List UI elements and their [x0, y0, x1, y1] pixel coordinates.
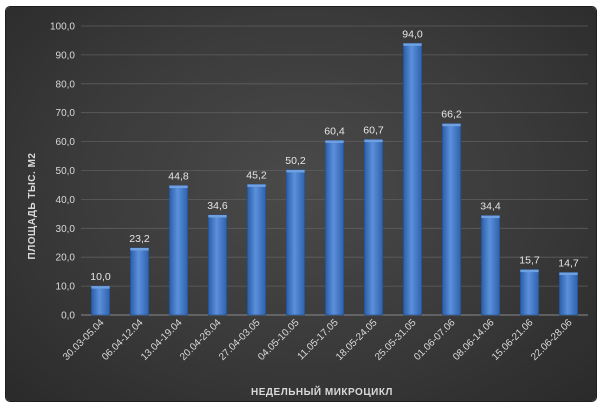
- x-tick-label: 22.06-28.06: [529, 317, 575, 363]
- bar-cap: [481, 215, 500, 219]
- bar: [442, 123, 461, 316]
- data-label: 34,6: [207, 200, 228, 212]
- bar: [325, 140, 344, 316]
- data-label: 50,2: [285, 155, 306, 167]
- bar-cap: [520, 269, 539, 273]
- x-axis-title: НЕДЕЛЬНЫЙ МИКРОЦИКЛ: [251, 385, 393, 398]
- y-tick-label: 60,0: [56, 137, 76, 148]
- bar-chart: 0,0 10,0 20,0 30,0 40,0 50,0 60,0 70,0 80,0 90,0 1…: [27, 22, 588, 398]
- bar: [403, 43, 422, 316]
- y-tick-label: 30,0: [56, 224, 76, 235]
- data-label: 10,0: [90, 271, 111, 283]
- bar: [481, 215, 500, 316]
- bar-cap: [403, 43, 422, 46]
- y-tick-label: 50,0: [56, 166, 76, 177]
- data-label: 66,2: [441, 109, 462, 121]
- bar: [130, 247, 149, 316]
- y-tick-label: 40,0: [56, 195, 76, 206]
- bar-cap: [247, 184, 266, 187]
- bar: [559, 272, 578, 316]
- x-axis-ticks: 30.03-05.0406.04-12.0413.04-19.0420.04-2…: [61, 317, 575, 363]
- y-tick-label: 80,0: [56, 79, 76, 90]
- bar-cap: [130, 247, 149, 251]
- bar: [364, 139, 383, 316]
- bar-cap: [325, 140, 344, 143]
- data-label: 23,2: [129, 233, 150, 245]
- data-label: 60,7: [363, 125, 384, 137]
- bar: [208, 214, 227, 316]
- data-label: 15,7: [519, 255, 540, 267]
- bar: [91, 285, 110, 316]
- bar-cap: [208, 215, 227, 218]
- y-tick-label: 90,0: [56, 50, 76, 61]
- chart-frame: 0,0 10,0 20,0 30,0 40,0 50,0 60,0 70,0 80,0 90,0 1…: [6, 7, 596, 401]
- y-tick-label: 20,0: [56, 253, 76, 264]
- bar: [247, 184, 266, 316]
- y-tick-label: 100,0: [50, 22, 75, 33]
- data-label: 44,8: [168, 171, 189, 183]
- bar-cap: [364, 139, 383, 143]
- bar: [286, 169, 305, 316]
- data-label: 14,7: [558, 258, 579, 270]
- data-label: 34,4: [480, 201, 501, 213]
- x-tick-label: 04.05-10.05: [256, 317, 302, 363]
- y-tick-label: 10,0: [56, 282, 76, 293]
- bars: [91, 43, 578, 316]
- y-axis-ticks: 0,0 10,0 20,0 30,0 40,0 50,0 60,0 70,0 80,0 90,0 1…: [50, 22, 75, 322]
- bar-cap: [286, 169, 305, 173]
- y-tick-label: 0,0: [61, 311, 75, 322]
- bar: [520, 269, 539, 316]
- bar: [169, 185, 188, 316]
- data-label: 94,0: [402, 28, 423, 40]
- bar-cap: [91, 286, 110, 289]
- data-label: 60,4: [324, 125, 345, 137]
- bar-cap: [169, 185, 188, 189]
- y-axis-title: ПЛОЩАДЬ ТЫС. М2: [27, 153, 38, 260]
- data-labels: 10,0 23,2 44,8 34,6 45,2 50,2 60,4 60,7 94,0 66,2…: [90, 28, 579, 283]
- y-tick-label: 70,0: [56, 108, 76, 119]
- bar-cap: [442, 123, 461, 127]
- data-label: 45,2: [246, 169, 267, 181]
- bar-cap: [559, 272, 578, 276]
